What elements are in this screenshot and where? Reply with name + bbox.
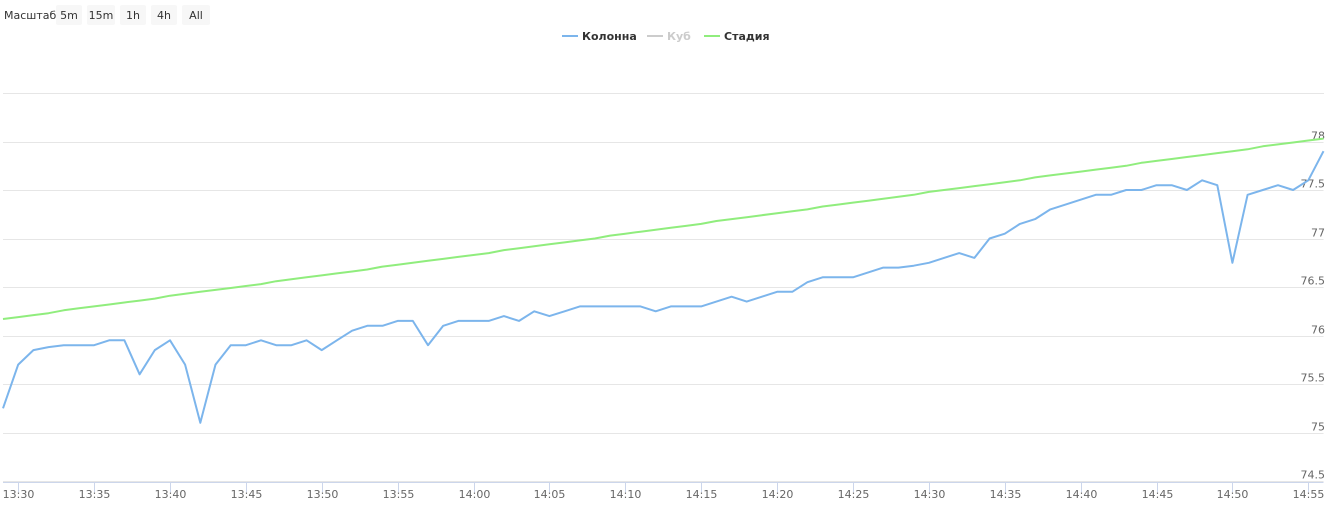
x-tick-label: 14:15 — [686, 488, 718, 501]
x-tick-label: 13:30 — [3, 488, 35, 501]
x-tick-label: 14:25 — [838, 488, 870, 501]
x-tick-label: 14:05 — [534, 488, 566, 501]
x-tick-label: 14:20 — [762, 488, 794, 501]
x-tick-label: 14:30 — [914, 488, 946, 501]
x-tick-label: 13:55 — [383, 488, 415, 501]
series-line — [2, 137, 1324, 320]
range-selector-label: Масштаб — [4, 9, 56, 22]
legend-label[interactable]: Колонна — [582, 30, 637, 43]
range-button[interactable] — [56, 5, 82, 25]
legend-label[interactable]: Куб — [667, 30, 691, 43]
x-tick-label: 13:40 — [155, 488, 187, 501]
range-button-label[interactable]: 4h — [157, 9, 171, 22]
y-tick-label: 75.5 — [1301, 372, 1326, 385]
range-button[interactable] — [182, 5, 210, 25]
x-tick-label: 14:40 — [1066, 488, 1098, 501]
y-tick-label: 76.5 — [1301, 275, 1326, 288]
range-button[interactable] — [120, 5, 146, 25]
y-tick-label: 76 — [1311, 324, 1325, 337]
y-tick-label: 77 — [1311, 227, 1325, 240]
x-tick-label: 14:55 — [1293, 488, 1325, 501]
x-tick-label: 14:00 — [459, 488, 491, 501]
x-tick-label: 14:10 — [610, 488, 642, 501]
y-tick-label: 75 — [1311, 421, 1325, 434]
range-button-label[interactable]: 5m — [60, 9, 78, 22]
range-button[interactable] — [151, 5, 177, 25]
x-tick-label: 13:45 — [231, 488, 263, 501]
range-button-label[interactable]: 15m — [89, 9, 114, 22]
range-button[interactable] — [87, 5, 115, 25]
range-button-label[interactable]: 1h — [126, 9, 140, 22]
x-tick-label: 14:50 — [1217, 488, 1249, 501]
x-tick-label: 13:50 — [307, 488, 339, 501]
range-button-label[interactable]: All — [189, 9, 203, 22]
x-tick-label: 14:45 — [1142, 488, 1174, 501]
x-tick-label: 13:35 — [79, 488, 111, 501]
series-line — [2, 150, 1325, 424]
legend-label[interactable]: Стадия — [724, 30, 770, 43]
y-tick-label: 74.5 — [1301, 469, 1326, 482]
x-tick-label: 14:35 — [990, 488, 1022, 501]
